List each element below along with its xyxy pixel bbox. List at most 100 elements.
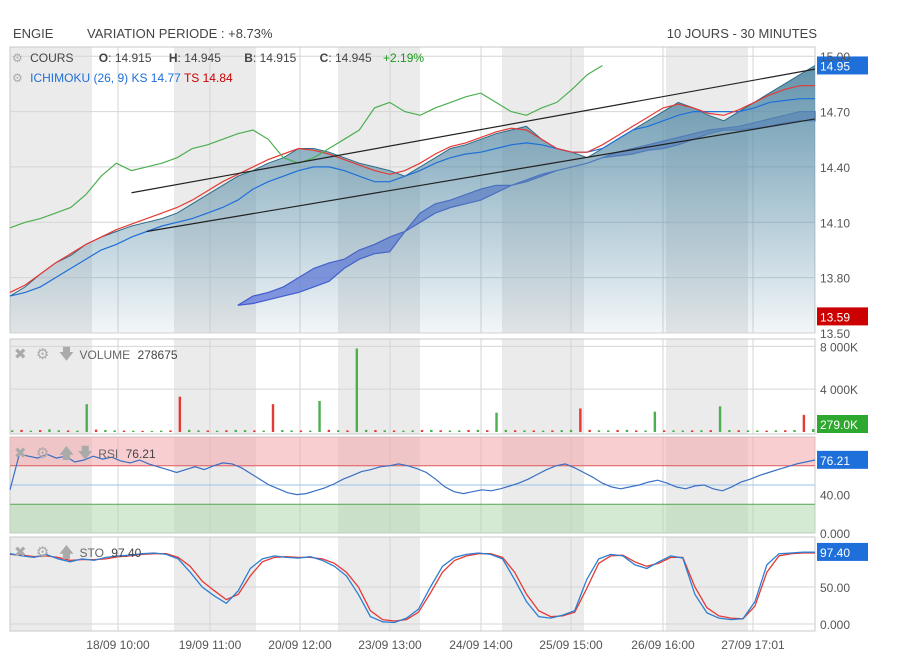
volume-bar: [756, 430, 759, 432]
y-tick-label: 13.80: [820, 272, 850, 286]
high-label: H: [168, 51, 178, 65]
x-tick-label: 18/09 10:00: [86, 638, 150, 652]
gear-icon[interactable]: ⚙: [35, 346, 50, 363]
y-tick-label: 0.000: [820, 618, 850, 632]
price-panel: 14.95 13.59: [9, 56, 868, 333]
high-value: 14.945: [184, 51, 221, 65]
sto-k-line: [9, 551, 815, 624]
volume-bar: [411, 430, 414, 432]
price-line: [9, 65, 816, 297]
volume-bar: [355, 348, 359, 432]
y-tick-label: 0.000: [820, 527, 850, 541]
volume-bar: [812, 429, 815, 432]
x-tick-label: 24/09 14:00: [449, 638, 513, 652]
chikou-line: [9, 64, 603, 229]
x-tick-label: 20/09 12:00: [268, 638, 332, 652]
x-tick-label: 19/09 11:00: [179, 638, 242, 652]
day-band: [174, 537, 256, 631]
rsi-line: [9, 453, 816, 496]
axes: 18/09 10:00 19/09 11:00 20/09 12:00 23/09 1…: [86, 50, 858, 652]
y-tick-label: 8 000K: [820, 340, 858, 354]
volume-bar: [336, 430, 340, 432]
volume-bar: [346, 430, 349, 432]
arrow-up-icon[interactable]: 🡅: [58, 445, 75, 462]
sto-value: 97.40: [111, 546, 142, 560]
volume-bar: [187, 429, 191, 432]
volume-bar: [672, 430, 675, 432]
volume-bar: [374, 430, 377, 432]
volume-bar: [513, 430, 517, 432]
price-legend-label: COURS: [30, 51, 74, 65]
volume-bar: [11, 430, 14, 432]
volume-bar: [616, 430, 619, 432]
volume-bar: [504, 429, 508, 432]
low-price-badge-bg: [817, 307, 868, 326]
volume-legend: ✖ ⚙ 🡇 VOLUME 278675: [14, 344, 178, 369]
close-label: C: [319, 51, 329, 65]
volume-bar: [700, 430, 703, 432]
volume-bar: [690, 430, 694, 432]
tenkan-line: [9, 85, 815, 293]
day-band: [502, 339, 584, 434]
gear-icon[interactable]: ⚙: [35, 544, 50, 561]
volume-value: 278675: [137, 348, 178, 362]
volume-bar: [206, 430, 209, 432]
arrow-up-icon[interactable]: 🡅: [58, 544, 75, 561]
bid-label: B: [244, 51, 253, 65]
close-icon[interactable]: ✖: [14, 346, 27, 363]
sto-frame: [9, 536, 816, 632]
volume-bar: [737, 430, 740, 432]
volume-bar: [383, 430, 386, 432]
trendline: [131, 68, 816, 194]
volume-bar: [271, 404, 275, 432]
volume-bar: [607, 430, 610, 432]
volume-bar: [38, 430, 42, 432]
rsi-value: 76.21: [125, 447, 156, 461]
open-value: 14.915: [114, 51, 152, 65]
volume-badge: 279.0K: [820, 418, 858, 432]
volume-bar: [486, 430, 489, 432]
rsi-badge-bg: [817, 450, 868, 469]
x-tick-label: 27/09 17:01: [721, 638, 785, 652]
volume-bar: [718, 406, 722, 432]
y-tick-label: 14.70: [820, 106, 850, 120]
volume-bar: [709, 430, 712, 432]
volume-bar: [448, 430, 452, 432]
close-value: 14.945: [334, 51, 372, 65]
volume-bar: [122, 430, 126, 432]
close-icon[interactable]: ✖: [14, 445, 27, 462]
price-legend: ⚙ COURS O: 14.915 H: 14.945 B: 14.915 C:…: [12, 51, 425, 65]
volume-bar: [104, 430, 107, 432]
volume-bar: [66, 430, 70, 432]
y-tick-label: 14.40: [820, 161, 850, 175]
gear-icon[interactable]: ⚙: [35, 445, 50, 462]
volume-bar: [774, 430, 778, 432]
volume-bar: [588, 429, 591, 432]
rsi-legend: ✖ ⚙ 🡅 🡇 RSI 76.21: [14, 443, 156, 468]
x-tick-label: 23/09 13:00: [358, 638, 422, 652]
period-label: 10 JOURS - 30 MINUTES: [666, 26, 817, 41]
volume-bar: [94, 429, 98, 432]
y-tick-label: 50.00: [820, 581, 850, 595]
sto-badge-bg: [817, 542, 868, 561]
day-band: [666, 339, 748, 434]
day-band: [10, 537, 92, 631]
gear-icon[interactable]: ⚙: [12, 51, 23, 65]
trendline: [146, 118, 816, 233]
close-icon[interactable]: ✖: [14, 544, 27, 561]
variation-label: VARIATION PERIODE : +8.73%: [87, 26, 273, 41]
volume-bar: [523, 430, 526, 432]
arrow-down-icon[interactable]: 🡇: [58, 346, 75, 363]
volume-bar: [234, 429, 237, 432]
arrow-down-icon[interactable]: 🡇: [77, 445, 93, 462]
volume-bar: [681, 430, 685, 432]
volume-bar: [551, 430, 554, 432]
volume-bar: [765, 430, 768, 432]
gear-icon[interactable]: ⚙: [12, 71, 23, 85]
volume-bar: [793, 430, 796, 432]
volume-bar: [784, 430, 787, 432]
volume-bar: [215, 430, 219, 432]
volume-bar: [113, 430, 116, 432]
day-band: [666, 537, 748, 631]
